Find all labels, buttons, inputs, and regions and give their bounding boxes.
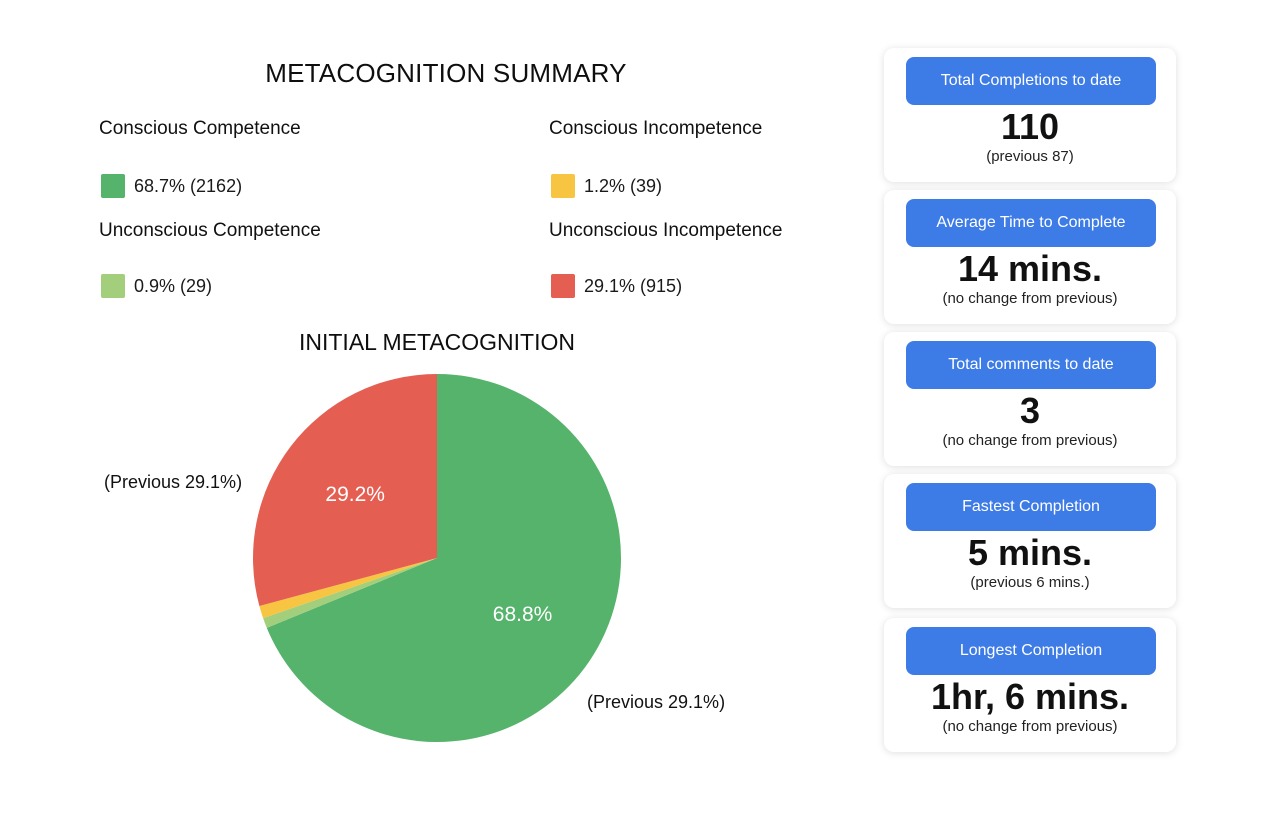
legend-value-conscious-competence: 68.7% (2162) — [134, 175, 243, 196]
legend-label-unconscious-incompetence: Unconscious Incompetence — [549, 220, 783, 241]
legend-label-conscious-incompetence: Conscious Incompetence — [549, 118, 763, 139]
legend-swatch-light-green — [101, 274, 125, 298]
stat-value-average-time: 14 mins. — [957, 248, 1103, 289]
stat-note-total-completions: (previous 87) — [986, 148, 1074, 165]
stat-card-fastest-completion: Fastest Completion 5 mins. (previous 6 m… — [884, 474, 1176, 608]
pie-label-conscious-competence: 68.8% — [493, 603, 553, 626]
summary-title: METACOGNITION SUMMARY — [265, 58, 627, 88]
stat-header-total-comments[interactable]: Total comments to date — [906, 341, 1156, 389]
stat-header-average-time[interactable]: Average Time to Complete — [906, 199, 1156, 247]
pie-label-unconscious-incompetence: 29.2% — [325, 483, 385, 506]
legend-swatch-green — [101, 174, 125, 198]
legend-label-conscious-competence: Conscious Competence — [99, 118, 301, 139]
pie-chart: 68.8% 29.2% — [252, 374, 621, 742]
legend-value-conscious-incompetence: 1.2% (39) — [584, 175, 663, 196]
pie-slice-unconscious-competence — [263, 558, 437, 628]
legend-swatch-red — [551, 274, 575, 298]
stat-note-average-time: (no change from previous) — [942, 290, 1118, 307]
pie-slice-conscious-competence — [266, 374, 621, 742]
stat-header-longest-completion[interactable]: Longest Completion — [906, 627, 1156, 675]
pie-chart-title: INITIAL METACOGNITION — [298, 329, 575, 355]
legend-label-unconscious-competence: Unconscious Competence — [99, 220, 321, 241]
legend-entry-conscious-incompetence: 1.2% (39) — [551, 174, 662, 198]
stat-note-total-comments: (no change from previous) — [942, 432, 1118, 449]
legend-value-unconscious-competence: 0.9% (29) — [134, 275, 213, 296]
legend-entry-unconscious-incompetence: 29.1% (915) — [551, 274, 682, 298]
legend-value-unconscious-incompetence: 29.1% (915) — [584, 275, 683, 296]
stat-header-total-completions[interactable]: Total Completions to date — [906, 57, 1156, 105]
stat-note-longest-completion: (no change from previous) — [942, 718, 1118, 735]
legend-entry-conscious-competence: 68.7% (2162) — [101, 174, 242, 198]
stat-value-total-comments: 3 — [1019, 390, 1041, 431]
pie-slice-conscious-incompetence — [259, 558, 437, 619]
stat-value-longest-completion: 1hr, 6 mins. — [930, 676, 1130, 717]
legend-swatch-yellow — [551, 174, 575, 198]
previous-note-right: (Previous 29.1%) — [587, 692, 726, 712]
stat-card-average-time: Average Time to Complete 14 mins. (no ch… — [884, 190, 1176, 324]
stat-note-fastest-completion: (previous 6 mins.) — [970, 574, 1090, 591]
stat-value-total-completions: 110 — [1000, 106, 1060, 147]
stat-card-total-comments: Total comments to date 3 (no change from… — [884, 332, 1176, 466]
legend-entry-unconscious-competence: 0.9% (29) — [101, 274, 212, 298]
previous-note-left: (Previous 29.1%) — [104, 472, 243, 492]
pie-slice-unconscious-incompetence — [252, 374, 437, 606]
stat-header-fastest-completion[interactable]: Fastest Completion — [906, 483, 1156, 531]
stat-value-fastest-completion: 5 mins. — [967, 532, 1093, 573]
stat-card-total-completions: Total Completions to date 110 (previous … — [884, 48, 1176, 182]
stat-card-longest-completion: Longest Completion 1hr, 6 mins. (no chan… — [884, 618, 1176, 752]
